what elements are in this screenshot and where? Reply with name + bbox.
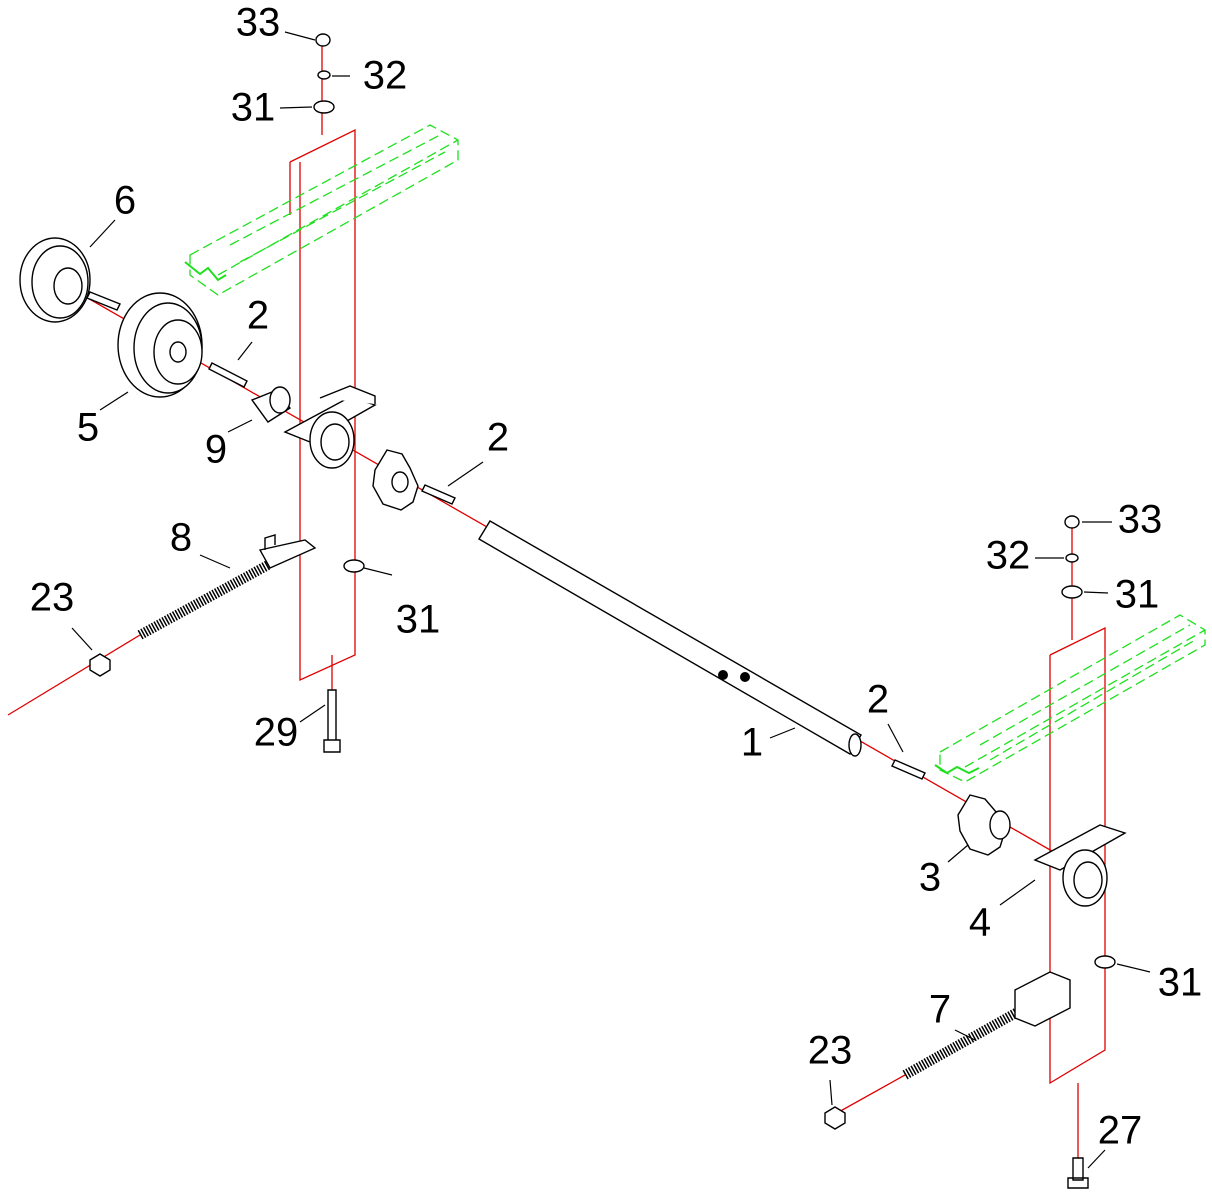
callout-number: 29 (254, 711, 299, 755)
leader-line (199, 554, 231, 569)
callout-number: 2 (487, 416, 509, 460)
leader-line (237, 341, 253, 361)
callout-number: 3 (919, 856, 941, 900)
callout-number: 33 (1118, 498, 1163, 542)
parts (19, 33, 1127, 1189)
callout-number: 1 (741, 721, 763, 765)
callout-number: 7 (929, 988, 951, 1032)
frame-channels (184, 124, 1206, 783)
leader-line (363, 567, 393, 576)
leader-line (1083, 591, 1109, 594)
callout-number: 32 (363, 54, 408, 98)
leader-line (284, 31, 316, 41)
leader-line (887, 723, 904, 753)
callout-number: 33 (236, 1, 281, 45)
callout-number: 27 (1098, 1109, 1143, 1153)
callouts: 33 32 31 6 2 5 9 2 8 23 31 29 1 2 33 32 31 34 31 7 23 27 (30, 1, 1203, 1169)
callout-number: 9 (205, 428, 227, 472)
callout-number: 23 (30, 576, 75, 620)
leader-line (71, 627, 93, 651)
callout-number: 23 (808, 1029, 853, 1073)
leader-line (279, 106, 313, 109)
callout-number: 4 (969, 901, 991, 945)
leader-line (947, 844, 969, 863)
callout-number: 31 (1115, 573, 1160, 617)
leader-line (299, 704, 326, 723)
leader-line (447, 461, 484, 487)
leader-line (227, 419, 253, 433)
callout-number: 5 (77, 406, 99, 450)
callout-number: 6 (114, 179, 136, 223)
leader-line (89, 219, 116, 248)
leader-line (769, 727, 796, 739)
callout-number: 31 (231, 86, 276, 130)
leader-line (999, 879, 1036, 906)
callout-number: 2 (867, 678, 889, 722)
leader-line (829, 1079, 833, 1106)
callout-number: 32 (986, 534, 1031, 578)
leader-line (954, 1029, 976, 1041)
callout-number: 8 (170, 516, 192, 560)
callout-number: 31 (1158, 961, 1203, 1005)
leader-line (1087, 1149, 1106, 1169)
callout-number: 31 (396, 598, 441, 642)
leader-line (1116, 963, 1151, 973)
callout-number: 2 (247, 294, 269, 338)
leader-line (99, 391, 129, 411)
